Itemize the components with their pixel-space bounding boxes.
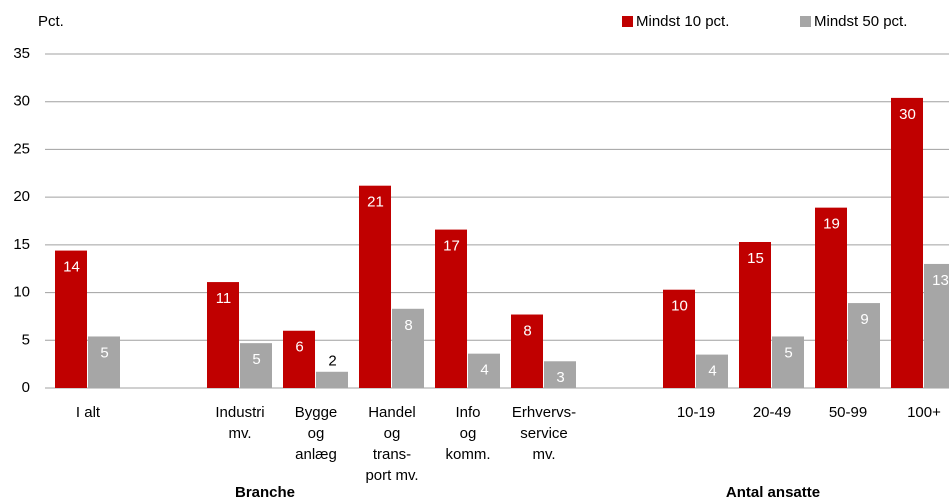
value-label: 4	[480, 362, 488, 379]
bar	[772, 336, 804, 388]
value-label: 30	[899, 106, 916, 123]
x-tick-label: Erhvervs-	[512, 404, 576, 421]
x-tick-label: I alt	[76, 404, 101, 421]
value-label: 13	[932, 272, 949, 289]
bar	[815, 207, 847, 388]
value-label: 21	[367, 194, 384, 211]
bar	[316, 371, 348, 388]
y-tick-label: 15	[13, 236, 30, 253]
value-label: 9	[860, 311, 868, 328]
y-tick-label: 5	[22, 331, 30, 348]
value-label: 10	[671, 298, 688, 315]
y-tick-label: 0	[22, 379, 30, 396]
x-tick-label: 50-99	[829, 404, 867, 421]
bar	[55, 250, 87, 388]
x-tick-label: trans-	[373, 446, 411, 463]
value-label: 17	[443, 238, 460, 255]
x-tick-label: 100+	[907, 404, 941, 421]
group-label: Branche	[235, 484, 295, 501]
bar	[848, 303, 880, 388]
value-label: 6	[295, 339, 303, 356]
value-label: 5	[100, 344, 108, 361]
bar	[435, 229, 467, 388]
x-tick-label: og	[384, 425, 401, 442]
y-tick-label: 30	[13, 93, 30, 110]
x-tick-label: mv.	[532, 446, 555, 463]
bar	[511, 314, 543, 388]
value-label: 8	[523, 322, 531, 339]
x-tick-label: og	[308, 425, 325, 442]
x-tick-label: og	[460, 425, 477, 442]
value-label: 3	[556, 369, 564, 386]
x-tick-label: anlæg	[295, 446, 337, 463]
legend-label: Mindst 50 pct.	[814, 13, 907, 30]
bar	[240, 343, 272, 388]
bar	[359, 185, 391, 388]
value-label: 11	[216, 290, 232, 307]
legend-label: Mindst 10 pct.	[636, 13, 729, 30]
x-tick-label: Bygge	[295, 404, 338, 421]
group-label: Antal ansatte	[726, 484, 820, 501]
x-tick-label: komm.	[446, 446, 491, 463]
y-tick-label: 35	[13, 45, 30, 62]
value-label: 5	[784, 344, 792, 361]
value-label: 15	[747, 250, 764, 267]
x-tick-label: mv.	[228, 425, 251, 442]
bar	[696, 354, 728, 388]
bar	[544, 361, 576, 388]
x-tick-label: 20-49	[753, 404, 791, 421]
x-tick-label: Industri	[215, 404, 264, 421]
y-tick-label: 10	[13, 284, 30, 301]
bar	[88, 336, 120, 388]
value-label: 14	[63, 259, 80, 276]
bar	[739, 241, 771, 388]
x-tick-label: 10-19	[677, 404, 715, 421]
x-tick-label: Info	[455, 404, 480, 421]
bar	[392, 308, 424, 388]
bar	[283, 330, 315, 388]
x-tick-label: service	[520, 425, 568, 442]
legend-swatch	[622, 16, 633, 27]
bar	[891, 97, 923, 388]
value-label: 5	[252, 351, 260, 368]
y-tick-label: 20	[13, 188, 30, 205]
value-label: 8	[404, 317, 412, 334]
bar	[207, 282, 239, 388]
value-label: 19	[823, 216, 840, 233]
bar	[663, 289, 695, 388]
bar	[468, 353, 500, 388]
y-tick-label: 25	[13, 140, 30, 157]
value-label: 2	[328, 353, 336, 370]
y-axis-label: Pct.	[38, 13, 64, 30]
legend-swatch	[800, 16, 811, 27]
x-tick-label: port mv.	[365, 467, 418, 484]
bar	[924, 263, 949, 388]
value-label: 4	[708, 363, 716, 380]
x-tick-label: Handel	[368, 404, 416, 421]
